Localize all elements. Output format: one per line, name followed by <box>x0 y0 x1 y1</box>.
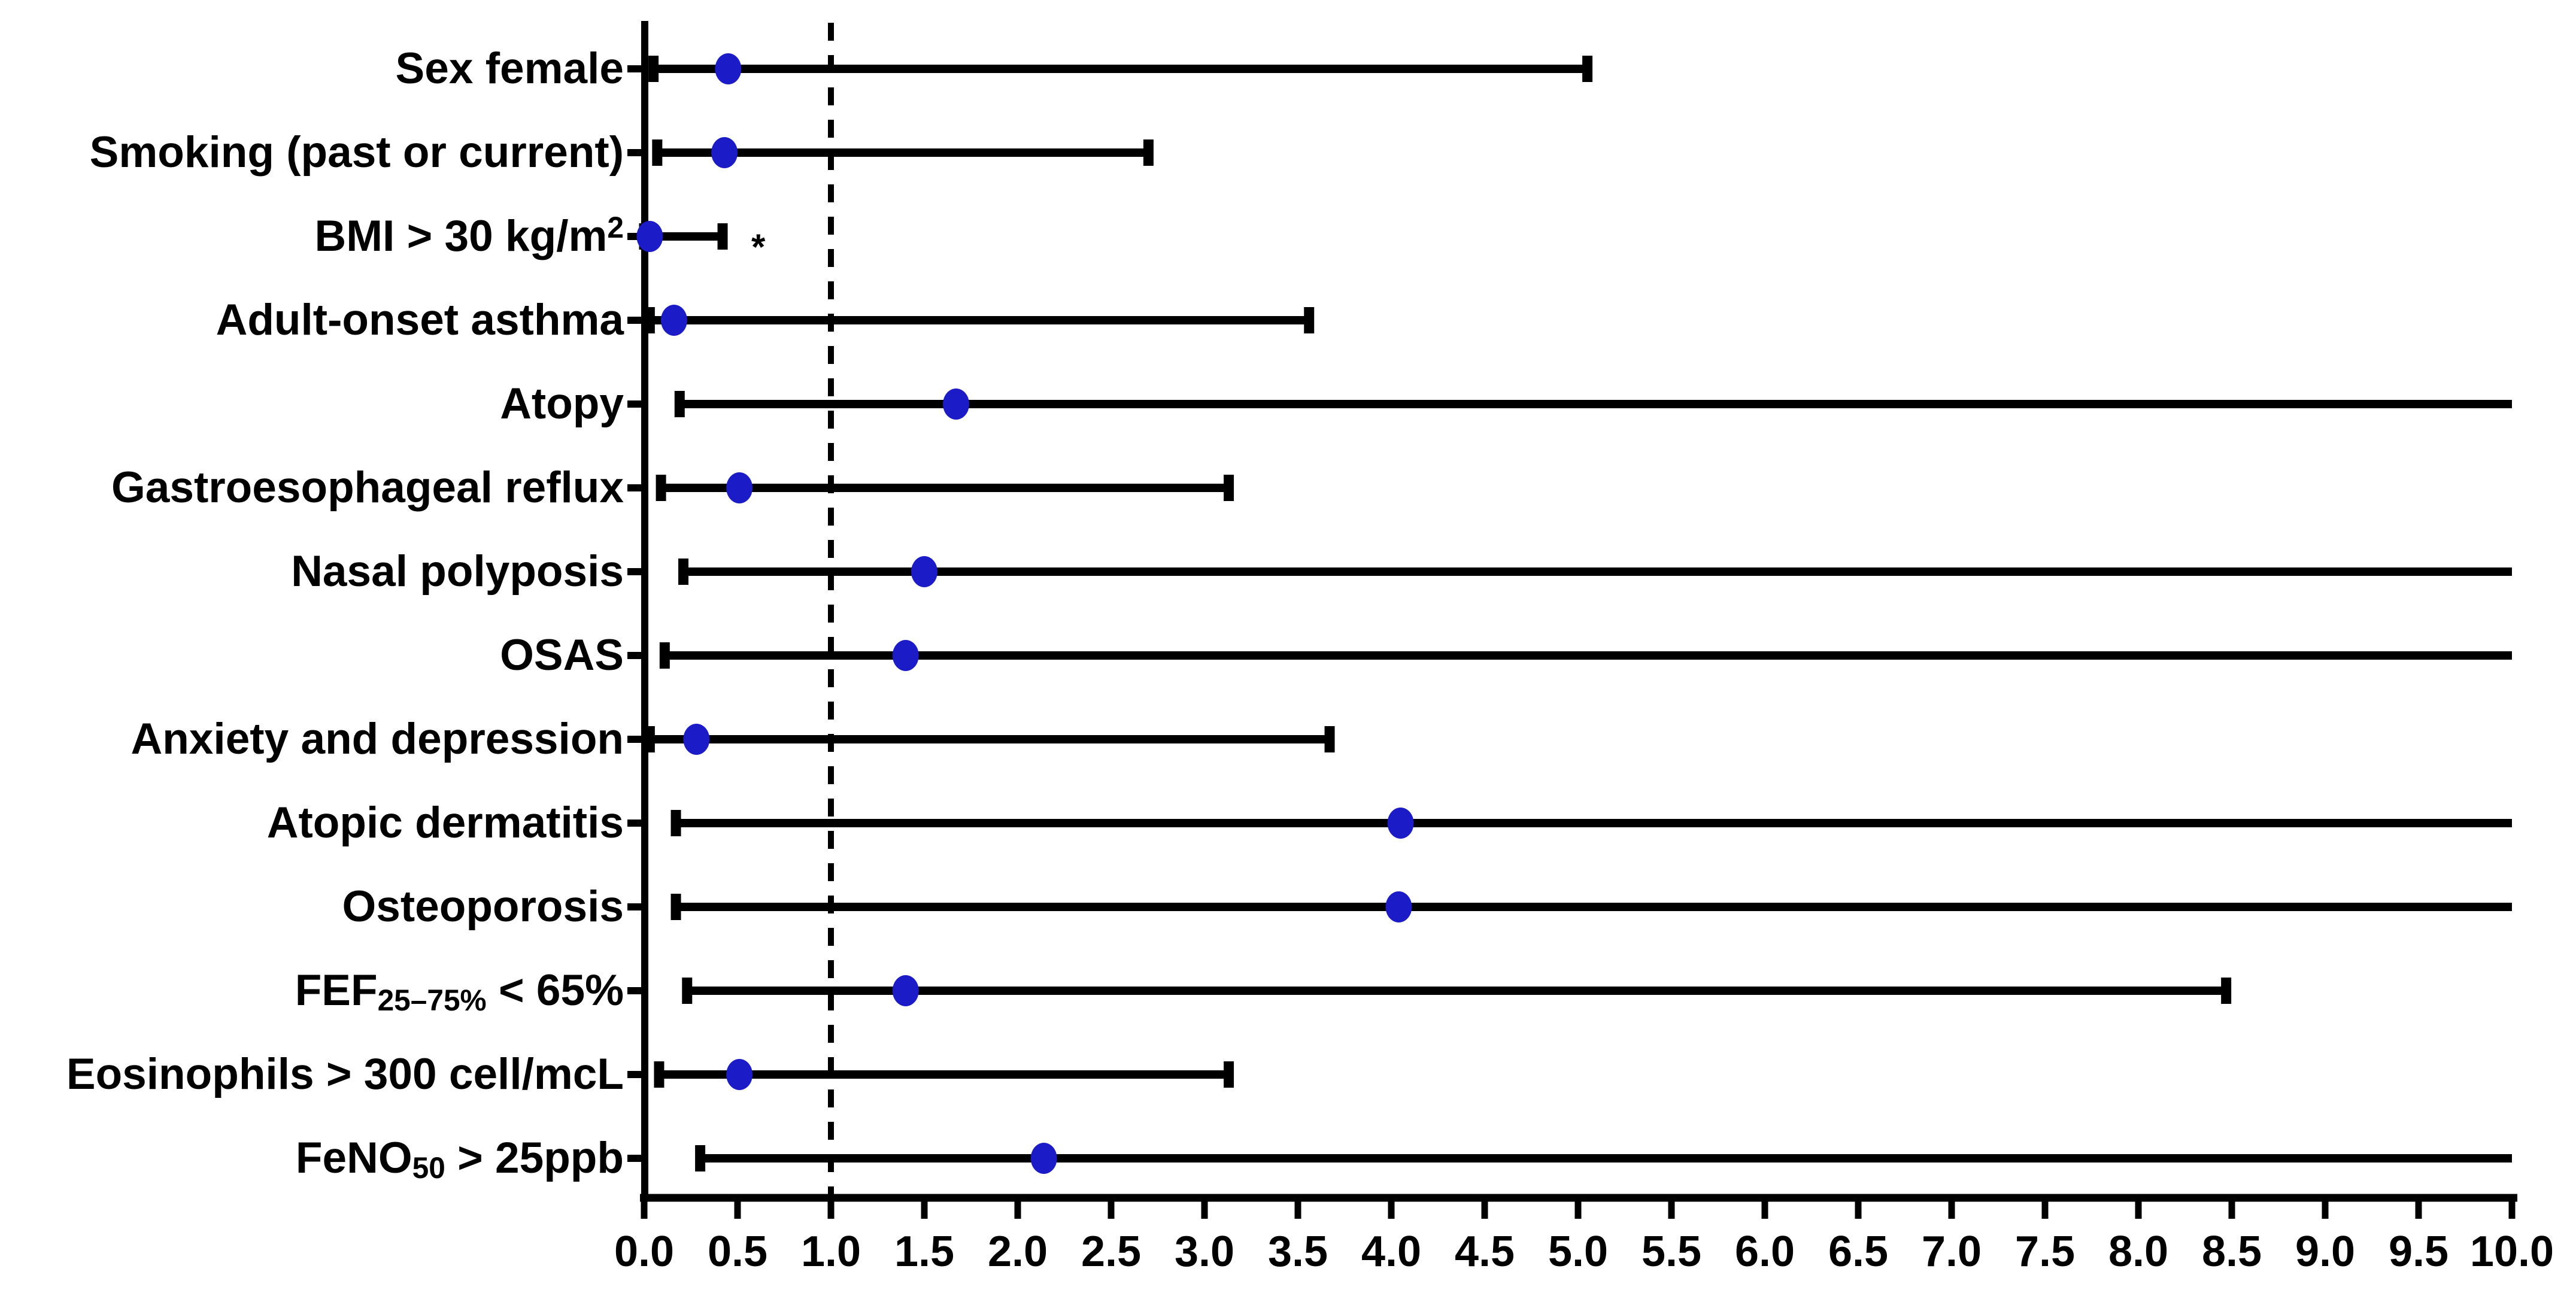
x-axis-tick-label: 3.5 <box>1268 1228 1328 1276</box>
point-estimate-dot <box>711 137 738 168</box>
point-estimate-dot <box>943 389 970 420</box>
point-estimate-dot <box>1385 891 1412 922</box>
point-estimate-dot <box>715 53 742 84</box>
x-axis-tick-label: 4.0 <box>1361 1228 1421 1276</box>
x-axis-tick-label: 7.0 <box>1922 1228 1982 1276</box>
x-axis-tick-label: 9.0 <box>2295 1228 2355 1276</box>
x-axis-tick-label: 9.5 <box>2389 1228 2448 1276</box>
x-axis-tick-label: 2.5 <box>1081 1228 1141 1276</box>
point-estimate-dot <box>636 221 663 252</box>
x-axis-tick-label: 4.5 <box>1455 1228 1515 1276</box>
point-estimate-dot <box>683 724 710 755</box>
point-estimate-dot <box>911 556 937 587</box>
x-axis-tick-label: 0.0 <box>614 1228 674 1276</box>
point-estimate-dot <box>660 305 687 336</box>
point-estimate-dot <box>726 1059 753 1090</box>
x-axis-tick-label: 0.5 <box>708 1228 767 1276</box>
x-axis-tick-label: 7.5 <box>2015 1228 2075 1276</box>
point-estimate-dot <box>1030 1143 1057 1174</box>
x-axis-tick-label: 5.0 <box>1548 1228 1608 1276</box>
x-axis-tick-label: 1.5 <box>894 1228 954 1276</box>
x-axis-tick-label: 10.0 <box>2470 1228 2554 1276</box>
x-axis-tick-label: 2.0 <box>988 1228 1048 1276</box>
x-axis-tick-label: 8.5 <box>2202 1228 2262 1276</box>
point-estimate-dot <box>892 975 919 1006</box>
x-axis-tick-label: 8.0 <box>2108 1228 2168 1276</box>
point-estimate-dot <box>1387 808 1414 839</box>
significance-asterisk: * <box>751 227 766 267</box>
point-estimate-dot <box>726 472 753 503</box>
x-axis-tick-label: 3.0 <box>1175 1228 1234 1276</box>
x-axis-tick-label: 6.0 <box>1735 1228 1795 1276</box>
x-axis-tick-label: 5.5 <box>1642 1228 1701 1276</box>
x-axis-tick-label: 1.0 <box>801 1228 861 1276</box>
point-estimate-dot <box>892 640 919 671</box>
x-axis-tick-label: 6.5 <box>1828 1228 1888 1276</box>
